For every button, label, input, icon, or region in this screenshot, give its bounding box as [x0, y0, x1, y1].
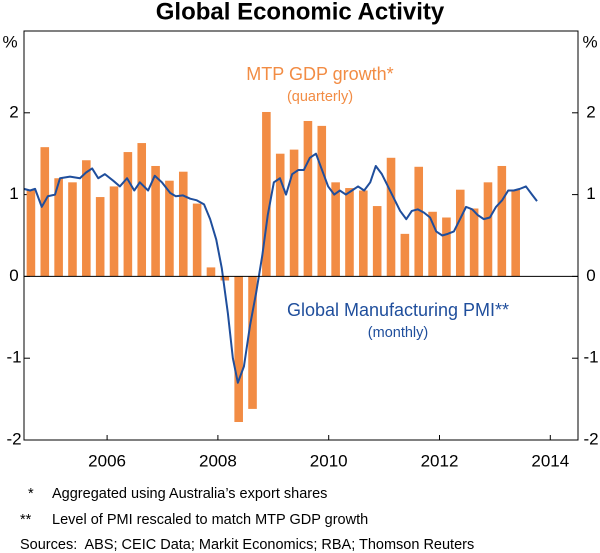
line [23, 152, 538, 384]
footnote-marker: * [28, 486, 34, 502]
bar [511, 189, 520, 277]
bar [497, 165, 507, 277]
bar [483, 182, 493, 277]
bar [442, 217, 451, 277]
footnote-text: Aggregated using Australia’s export shar… [52, 486, 327, 502]
bar [455, 189, 465, 277]
bar [414, 166, 424, 277]
bar [428, 211, 437, 277]
footnote-marker: ** [20, 512, 32, 528]
bar [192, 203, 202, 277]
x-tick-label: 2014 [531, 451, 569, 470]
x-tick-label: 2008 [199, 451, 237, 470]
series-label: MTP GDP growth* [246, 64, 393, 84]
y2-tick-label: 2 [586, 102, 595, 121]
y-tick-label: -2 [6, 429, 21, 448]
bar [26, 190, 36, 277]
bar [303, 120, 313, 277]
bar [165, 180, 174, 277]
x-tick-label: 2010 [310, 451, 348, 470]
y-tick-label: 2 [9, 102, 18, 121]
y2-tick-label: 1 [586, 184, 595, 203]
series-label: Global Manufacturing PMI** [287, 300, 509, 320]
x-tick-label: 2012 [421, 451, 459, 470]
bar [234, 276, 243, 423]
bar [400, 233, 410, 277]
bar [248, 276, 257, 409]
bar [372, 206, 382, 277]
y-tick-label: -1 [6, 348, 21, 367]
bar [386, 157, 396, 277]
bar [206, 267, 216, 277]
y-tick-label: 1 [9, 184, 18, 203]
bar [54, 178, 63, 277]
y-tick-label: 0 [9, 266, 18, 285]
bar [68, 182, 77, 277]
footnote-text: Level of PMI rescaled to match MTP GDP g… [52, 512, 368, 528]
bar [82, 160, 91, 277]
series-note: (quarterly) [287, 89, 353, 105]
y-unit: % [2, 32, 17, 51]
chart-title: Global Economic Activity [156, 0, 445, 25]
bar [95, 197, 105, 277]
bar [178, 171, 188, 277]
bar [289, 149, 299, 277]
x-tick-label: 2006 [88, 451, 126, 470]
bar [109, 186, 119, 277]
plot-frame [23, 30, 579, 441]
bar [123, 152, 133, 277]
bar [151, 165, 160, 277]
y2-unit: % [582, 32, 597, 51]
bar [220, 276, 230, 281]
sources: Sources: ABS; CEIC Data; Markit Economic… [20, 537, 474, 553]
y2-tick-label: 0 [586, 266, 595, 285]
bar [40, 147, 50, 277]
bar [469, 208, 479, 277]
bar [262, 111, 271, 277]
bar [359, 190, 368, 277]
series-note: (monthly) [368, 325, 428, 341]
bar [317, 125, 327, 277]
bar [137, 143, 147, 277]
bar [345, 188, 354, 277]
y2-tick-label: -1 [583, 348, 598, 367]
y2-tick-label: -2 [583, 429, 598, 448]
bar [275, 153, 285, 277]
bar [331, 182, 340, 277]
